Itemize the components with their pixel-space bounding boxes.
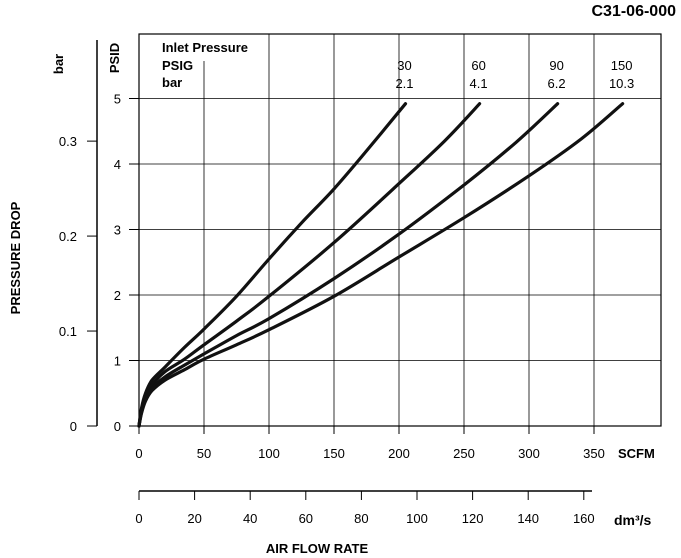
series-line-60-psig [137, 102, 482, 428]
dm3s-axis: 0 20 40 60 80 100 120 140 160 [135, 490, 595, 526]
psid-unit-label: PSID [107, 43, 122, 73]
scfm-tick-label: 200 [388, 446, 410, 461]
x-axis-title: AIR FLOW RATE [266, 541, 369, 556]
legend-psig-value: 150 [611, 58, 633, 73]
series-line-150-psig [137, 102, 625, 428]
legend-psig-value: 90 [549, 58, 563, 73]
legend-psig-value: 30 [397, 58, 411, 73]
scfm-unit-label: SCFM [618, 446, 655, 461]
figure-code: C31-06-000 [592, 3, 677, 20]
scfm-tick-label: 0 [135, 446, 142, 461]
legend-bar-value: 2.1 [395, 76, 413, 91]
legend-bar-value: 10.3 [609, 76, 634, 91]
psid-tick-label: 4 [114, 157, 121, 172]
bar-tick-label: 0.2 [59, 229, 77, 244]
psid-tick-label: 1 [114, 354, 121, 369]
dm3s-tick-label: 80 [354, 511, 368, 526]
plot-frame [138, 33, 662, 427]
bar-tick-label: 0 [70, 419, 77, 434]
series-curves [137, 102, 625, 428]
dm3s-tick-label: 40 [243, 511, 257, 526]
bar-unit-label: bar [51, 54, 66, 74]
scfm-axis: 0 50 100 150 200 250 300 350 [135, 426, 605, 461]
dm3s-tick-label: 100 [406, 511, 428, 526]
dm3s-tick-label: 160 [573, 511, 595, 526]
grid [139, 34, 661, 426]
dm3s-tick-label: 20 [187, 511, 201, 526]
series-line-90-psig [137, 102, 560, 428]
psid-axis: 0 1 2 3 4 5 [114, 92, 139, 434]
legend-series-labels: 30 2.1 60 4.1 90 6.2 150 10.3 [395, 58, 634, 91]
psid-tick-label: 3 [114, 223, 121, 238]
bar-tick-label: 0.3 [59, 134, 77, 149]
psid-tick-label: 5 [114, 92, 121, 107]
scfm-tick-label: 50 [197, 446, 211, 461]
legend-psig-value: 60 [471, 58, 485, 73]
legend-bar-label: bar [162, 75, 182, 90]
legend-psig-label: PSIG [162, 58, 193, 73]
bar-axis: 0 0.1 0.2 0.3 [59, 40, 98, 434]
scfm-tick-label: 300 [518, 446, 540, 461]
legend: Inlet Pressure PSIG bar [162, 40, 248, 90]
scfm-tick-label: 250 [453, 446, 475, 461]
psid-tick-label: 0 [114, 419, 121, 434]
dm3s-tick-label: 120 [462, 511, 484, 526]
dm3s-tick-label: 0 [135, 511, 142, 526]
legend-bar-value: 6.2 [548, 76, 566, 91]
y-axis-title: PRESSURE DROP [8, 201, 23, 314]
dm3s-tick-label: 60 [299, 511, 313, 526]
psid-tick-label: 2 [114, 288, 121, 303]
legend-title: Inlet Pressure [162, 40, 248, 55]
scfm-tick-label: 100 [258, 446, 280, 461]
legend-bar-value: 4.1 [470, 76, 488, 91]
bar-tick-label: 0.1 [59, 324, 77, 339]
scfm-tick-label: 350 [583, 446, 605, 461]
plot-border [138, 33, 662, 427]
series-line-30-psig [137, 102, 408, 428]
dm3s-unit-label: dm³/s [614, 512, 652, 528]
dm3s-tick-label: 140 [517, 511, 539, 526]
scfm-tick-label: 150 [323, 446, 345, 461]
